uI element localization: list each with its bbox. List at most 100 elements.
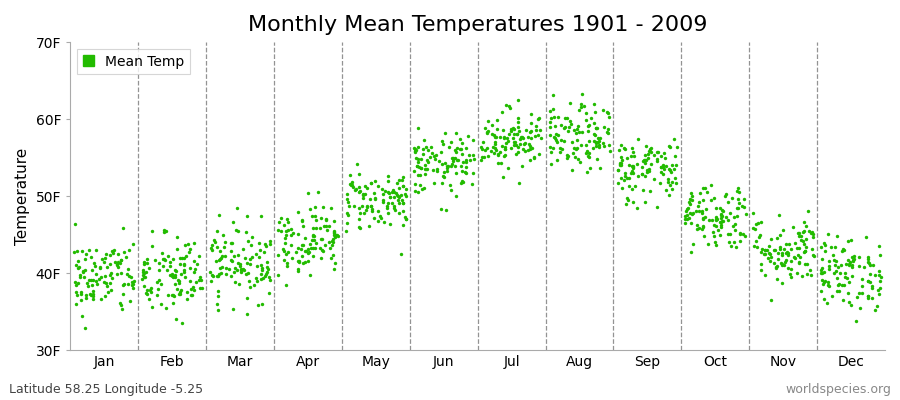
Point [418,161,433,168]
Point [845,263,859,270]
Point [184,292,199,298]
Point [340,199,355,205]
Point [319,216,333,222]
Point [419,144,434,150]
Point [488,145,502,151]
Point [764,297,778,303]
Point [551,131,565,138]
Point [277,257,292,263]
Point [574,104,589,110]
Point [836,282,850,288]
Point [511,124,526,131]
Point [644,149,659,156]
Point [861,294,876,301]
Point [827,270,842,276]
Point [373,213,387,220]
Point [693,190,707,196]
Point [327,232,341,238]
Point [709,223,724,230]
Text: worldspecies.org: worldspecies.org [785,383,891,396]
Point [173,291,187,298]
Point [589,138,603,145]
Point [72,274,86,280]
Point [797,248,812,254]
Point [834,262,849,268]
Point [344,181,358,187]
Point [504,145,518,151]
Point [814,288,828,294]
Point [654,153,669,160]
Point [219,271,233,277]
Point [691,203,706,209]
Point [859,234,873,240]
Point [637,173,652,179]
Point [708,214,723,220]
Point [818,242,832,248]
Point [292,268,306,274]
Point [706,222,721,228]
Point [587,101,601,108]
Point [435,138,449,144]
Point [248,251,263,257]
Point [76,274,91,280]
Point [215,253,230,260]
Point [222,266,237,273]
Point [590,125,604,132]
Point [148,257,162,263]
Point [126,241,140,247]
Point [746,225,760,231]
Point [301,250,315,257]
Point [775,279,789,286]
Point [730,213,744,219]
Point [414,165,428,171]
Point [442,144,456,150]
Point [762,243,777,249]
Point [692,207,706,214]
Point [192,253,206,260]
Point [798,247,813,254]
Point [272,219,286,225]
Point [589,139,603,146]
Point [475,139,490,146]
Point [792,230,806,236]
Point [828,261,842,268]
Point [644,145,658,151]
Point [872,268,886,274]
Point [842,256,856,263]
Point [580,128,595,134]
Point [328,233,342,240]
Point [843,259,858,266]
Point [68,289,83,296]
Point [116,282,130,288]
Point [303,206,318,212]
Point [450,157,464,164]
Point [420,147,435,153]
Point [516,135,530,141]
Point [544,148,558,155]
Point [408,181,422,188]
Point [814,255,829,262]
Point [847,253,861,259]
Point [281,226,295,233]
Point [731,196,745,202]
Point [861,292,876,299]
Point [842,261,856,268]
Point [151,277,166,284]
Point [596,107,610,113]
Point [93,264,107,270]
Point [321,238,336,245]
Point [520,134,535,140]
Point [449,130,464,136]
Point [315,236,329,243]
Point [614,175,628,181]
Point [570,137,584,144]
Point [207,237,221,244]
Point [806,252,821,258]
Point [104,248,119,255]
Point [834,248,849,254]
Point [709,216,724,222]
Point [647,152,662,158]
Point [82,276,96,283]
Point [488,141,502,147]
Point [212,212,226,218]
